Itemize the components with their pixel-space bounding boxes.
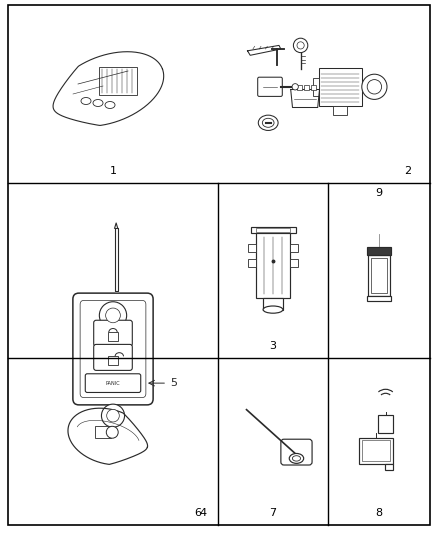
- Polygon shape: [53, 52, 164, 125]
- Text: PANIC: PANIC: [106, 381, 120, 385]
- Bar: [385, 464, 393, 470]
- Polygon shape: [68, 408, 148, 464]
- Bar: [311, 85, 316, 90]
- Polygon shape: [115, 223, 118, 228]
- Ellipse shape: [293, 456, 300, 461]
- Circle shape: [106, 426, 118, 438]
- Ellipse shape: [93, 100, 103, 107]
- Text: 1: 1: [110, 166, 117, 176]
- Circle shape: [293, 38, 308, 53]
- Bar: [108, 357, 118, 365]
- Bar: [297, 85, 301, 90]
- Polygon shape: [291, 90, 319, 108]
- FancyBboxPatch shape: [258, 77, 283, 96]
- Circle shape: [367, 79, 381, 94]
- Circle shape: [107, 409, 119, 422]
- Bar: [251, 227, 296, 233]
- Ellipse shape: [262, 118, 274, 127]
- Bar: [95, 426, 110, 438]
- Bar: [256, 233, 290, 298]
- Ellipse shape: [289, 454, 304, 463]
- Bar: [248, 244, 256, 252]
- Bar: [359, 438, 393, 464]
- FancyBboxPatch shape: [94, 320, 132, 346]
- FancyBboxPatch shape: [73, 293, 153, 405]
- FancyBboxPatch shape: [94, 344, 132, 370]
- Bar: [263, 298, 283, 310]
- Bar: [378, 415, 393, 432]
- Bar: [290, 244, 298, 252]
- Circle shape: [99, 302, 127, 329]
- Circle shape: [102, 404, 124, 427]
- Circle shape: [297, 42, 304, 49]
- Text: 7: 7: [269, 508, 276, 518]
- Ellipse shape: [258, 115, 278, 131]
- Circle shape: [106, 308, 120, 323]
- Text: 8: 8: [375, 508, 382, 518]
- Text: 3: 3: [269, 341, 276, 351]
- Bar: [367, 247, 391, 255]
- Bar: [333, 106, 347, 115]
- FancyBboxPatch shape: [281, 439, 312, 465]
- Bar: [318, 68, 362, 106]
- Bar: [290, 259, 298, 268]
- Text: 6: 6: [194, 508, 201, 518]
- Polygon shape: [115, 228, 118, 291]
- Bar: [368, 255, 390, 296]
- Bar: [248, 259, 256, 268]
- Bar: [313, 78, 318, 96]
- FancyBboxPatch shape: [80, 301, 146, 398]
- Bar: [99, 67, 137, 95]
- Bar: [108, 332, 118, 341]
- Ellipse shape: [263, 306, 283, 313]
- Bar: [371, 258, 387, 293]
- Bar: [362, 440, 390, 461]
- Text: 5: 5: [170, 378, 177, 388]
- Ellipse shape: [105, 101, 115, 109]
- Text: 2: 2: [404, 166, 412, 176]
- Polygon shape: [247, 45, 281, 55]
- Circle shape: [292, 84, 298, 90]
- FancyBboxPatch shape: [85, 374, 141, 392]
- Bar: [367, 296, 391, 301]
- Text: 4: 4: [199, 508, 207, 518]
- Text: 9: 9: [375, 188, 382, 198]
- Bar: [304, 85, 309, 90]
- Circle shape: [362, 74, 387, 99]
- Bar: [256, 228, 290, 232]
- Ellipse shape: [81, 98, 91, 104]
